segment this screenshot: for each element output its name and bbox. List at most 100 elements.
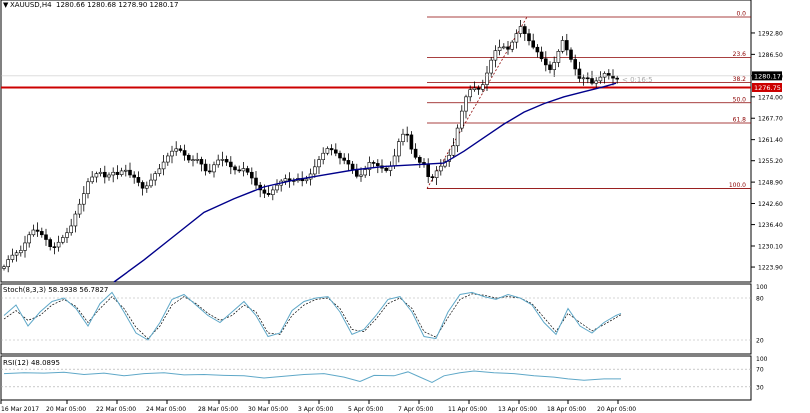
fib-trend-dashed-line bbox=[426, 16, 528, 189]
stoch-tick-label: 100 bbox=[756, 284, 768, 291]
candle-down bbox=[229, 161, 233, 168]
candle-up bbox=[212, 164, 216, 173]
fibonacci-retracement: 0.0 23.6 38.2 50.0 61.8 100.0 bbox=[427, 10, 751, 189]
stoch-main-line bbox=[3, 291, 622, 341]
candle-up bbox=[304, 178, 309, 182]
time-tick-label: 22 Mar 05:00 bbox=[96, 406, 136, 413]
candle-up bbox=[31, 229, 36, 236]
candle-down bbox=[371, 162, 376, 164]
candle-up bbox=[73, 213, 78, 227]
candle-down bbox=[233, 166, 237, 171]
candle-up bbox=[161, 161, 166, 170]
rsi-axis: 30 70 100 bbox=[756, 356, 768, 391]
candle-down bbox=[476, 87, 481, 90]
candle-up bbox=[459, 110, 464, 129]
time-tick-label: 16 Mar 2017 bbox=[1, 406, 39, 413]
candle-down bbox=[48, 239, 53, 247]
candle-up bbox=[170, 150, 174, 157]
candle-countdown: < 0:16:5 bbox=[622, 76, 653, 84]
price-tick-label: 1292.80 bbox=[758, 30, 783, 37]
candle-down bbox=[199, 159, 204, 165]
chart-menu-icon[interactable]: ▼ bbox=[3, 1, 9, 9]
candle-up bbox=[363, 169, 368, 176]
candle-up bbox=[321, 152, 326, 160]
candle-up bbox=[480, 84, 485, 90]
price-tick-label: 1267.70 bbox=[758, 116, 783, 123]
stoch-tick-label: 20 bbox=[756, 338, 764, 345]
main-panel-frame bbox=[0, 0, 752, 283]
candle-up bbox=[283, 178, 288, 182]
candle-up bbox=[157, 168, 162, 174]
candle-down bbox=[262, 189, 267, 194]
candle-up bbox=[270, 189, 275, 195]
time-tick-label: 5 Apr 05:00 bbox=[348, 406, 383, 413]
candle-down bbox=[409, 134, 414, 150]
candle-down bbox=[615, 77, 620, 80]
candle-down bbox=[245, 168, 250, 173]
candle-down bbox=[413, 148, 418, 158]
candle-up bbox=[367, 162, 372, 170]
time-axis: 16 Mar 2017 20 Mar 05:00 22 Mar 05:00 24 Ma… bbox=[0, 400, 636, 413]
rsi-tick-label: 30 bbox=[756, 384, 764, 391]
rsi-tick-label: 70 bbox=[756, 367, 764, 374]
candle-up bbox=[153, 173, 157, 181]
time-tick-label: 3 Apr 05:00 bbox=[298, 406, 333, 413]
fib-level-label: 61.8 bbox=[733, 117, 747, 124]
candle-up bbox=[14, 252, 19, 256]
candle-down bbox=[564, 40, 569, 51]
candle-up bbox=[241, 168, 246, 172]
time-tick-label: 13 Apr 05:00 bbox=[498, 406, 537, 413]
stoch-tick-label: 80 bbox=[756, 296, 764, 303]
candle-up bbox=[317, 159, 321, 168]
ohlc-values: 1280.66 1280.68 1278.90 1280.17 bbox=[56, 1, 178, 9]
price-tick-label: 1248.90 bbox=[758, 180, 783, 187]
candle-up bbox=[94, 173, 99, 178]
candle-down bbox=[237, 169, 241, 172]
candle-up bbox=[594, 80, 599, 84]
time-tick-label: 11 Apr 05:00 bbox=[448, 406, 487, 413]
stoch-panel-frame bbox=[0, 283, 752, 355]
candle-down bbox=[346, 160, 351, 165]
time-tick-label: 28 Mar 05:00 bbox=[198, 406, 238, 413]
fib-level-label: 0.0 bbox=[736, 10, 746, 17]
candle-down bbox=[350, 163, 355, 170]
candle-up bbox=[56, 241, 61, 248]
candle-up bbox=[472, 87, 477, 90]
main-price-panel: 0.0 23.6 38.2 50.0 61.8 100.0 < 0:16:5 bbox=[0, 0, 752, 283]
candle-down bbox=[548, 64, 552, 70]
candle-up bbox=[598, 76, 603, 82]
candle-up bbox=[325, 148, 330, 154]
candle-up bbox=[23, 242, 27, 251]
candle-down bbox=[527, 33, 531, 42]
candle-up bbox=[82, 193, 86, 205]
candle-up bbox=[493, 50, 498, 61]
fib-level-label: 23.6 bbox=[733, 51, 747, 58]
candle-up bbox=[468, 89, 473, 98]
candle-up bbox=[18, 250, 23, 254]
candle-down bbox=[590, 78, 594, 84]
candle-up bbox=[556, 51, 561, 63]
time-tick-label: 20 Mar 05:00 bbox=[46, 406, 86, 413]
candle-up bbox=[501, 46, 506, 49]
candle-up bbox=[27, 234, 32, 244]
support-price-tag-bg bbox=[752, 82, 782, 92]
candle-down bbox=[531, 40, 536, 48]
candle-down bbox=[254, 177, 258, 186]
candle-down bbox=[573, 59, 578, 70]
candle-down bbox=[543, 58, 548, 66]
price-axis: 1223.90 1230.10 1236.40 1242.60 1248.90 1255.… bbox=[751, 30, 783, 272]
candle-up bbox=[275, 184, 279, 191]
candle-up bbox=[560, 40, 565, 52]
candle-down bbox=[52, 246, 57, 248]
price-tick-label: 1223.90 bbox=[758, 265, 783, 272]
candle-down bbox=[140, 182, 145, 189]
candle-up bbox=[195, 159, 199, 161]
price-tick-label: 1286.50 bbox=[758, 52, 783, 59]
time-tick-label: 18 Apr 05:00 bbox=[547, 406, 586, 413]
current-price-tag-bg bbox=[752, 71, 782, 81]
candle-up bbox=[518, 26, 523, 34]
candle-up bbox=[65, 232, 69, 238]
stoch-signal-line bbox=[3, 293, 622, 340]
candle-down bbox=[522, 26, 527, 34]
